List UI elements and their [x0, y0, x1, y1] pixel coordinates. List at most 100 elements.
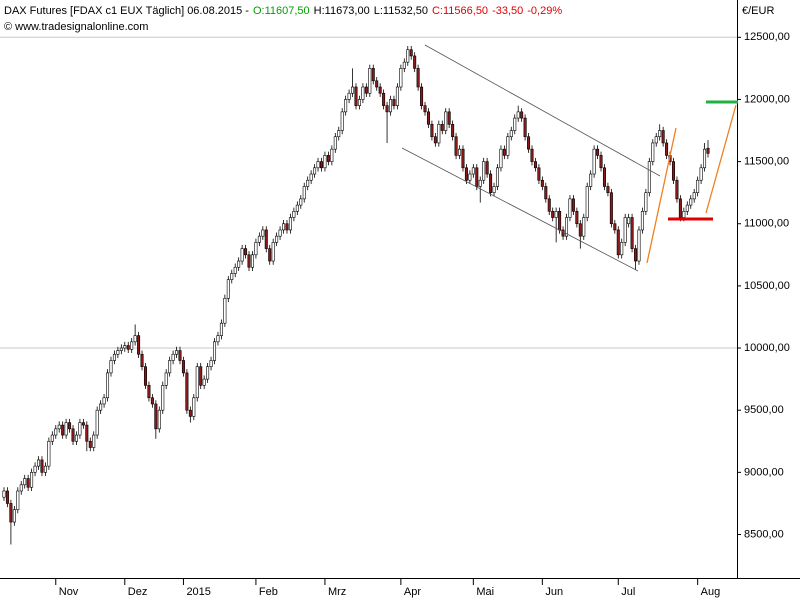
candle-body [106, 372, 110, 399]
candle-body [240, 248, 244, 262]
candle-body [509, 130, 513, 138]
candle-body [602, 167, 606, 187]
y-tick-label: 9500,00 [744, 404, 784, 416]
y-tick-label: 12500,00 [744, 31, 790, 43]
candle-body [426, 111, 430, 125]
channel-lower [401, 147, 639, 272]
candle-body [81, 422, 85, 426]
candle-body [337, 130, 341, 138]
candle-body [444, 111, 448, 131]
candle-body [30, 472, 34, 488]
candle-body [413, 55, 417, 69]
candle-body [54, 428, 58, 436]
candle-body [620, 242, 624, 256]
candle-body [171, 353, 175, 361]
candle-body [661, 130, 665, 144]
candle-body [237, 260, 241, 268]
candle-body [88, 440, 92, 448]
y-tick-label: 8500,00 [744, 528, 784, 540]
candle-body [368, 68, 372, 94]
candle-body [316, 161, 320, 169]
candle-body [382, 92, 386, 106]
candle-body [568, 198, 572, 218]
candle-body [385, 105, 389, 113]
candle-body [375, 80, 379, 88]
candle-body [140, 353, 144, 367]
candle-body [223, 298, 227, 324]
candle-body [647, 161, 651, 193]
y-tick-label: 10500,00 [744, 280, 790, 292]
candle-body [644, 192, 648, 212]
candle-body [482, 161, 486, 181]
source: © www.tradesignalonline.com [4, 21, 148, 33]
candle-body [164, 372, 168, 386]
candle-body [102, 397, 106, 405]
candle-body [347, 92, 351, 100]
candle-body [92, 434, 96, 448]
candle-body [206, 366, 210, 380]
y-tick-label: 12000,00 [744, 93, 790, 105]
candle-body [516, 111, 520, 119]
candle-body [302, 186, 306, 200]
candle-body [68, 422, 72, 430]
candle-body [696, 179, 700, 193]
candle-body [406, 49, 410, 63]
candle-body [609, 192, 613, 225]
candle-body [12, 509, 16, 523]
candle-body [143, 366, 147, 386]
trend-line [705, 104, 737, 214]
candle-body [599, 155, 603, 169]
x-tick-label: Jun [545, 586, 563, 598]
candle-body [634, 248, 638, 262]
candle-body [282, 223, 286, 231]
candle-body [527, 136, 531, 150]
candle-body [233, 266, 237, 274]
candle-body [513, 117, 517, 131]
candle-body [616, 229, 620, 256]
candle-body [161, 385, 165, 411]
candle-body [40, 459, 44, 473]
candle-body [112, 353, 116, 361]
candle-body [278, 229, 282, 237]
candle-body [188, 409, 192, 417]
candle-body [299, 198, 303, 206]
x-tick-label: Dez [128, 586, 148, 598]
candle-body [147, 385, 151, 399]
candle-body [192, 397, 196, 417]
candle-body [416, 68, 420, 88]
candle-body [226, 279, 230, 299]
candle-body [330, 148, 334, 162]
candle-body [627, 217, 631, 225]
candle-body [74, 434, 78, 442]
candle-body [475, 167, 479, 187]
candle-body [340, 111, 344, 131]
candle-body [554, 211, 558, 218]
candle-body [478, 179, 482, 187]
candle-body [271, 242, 275, 262]
candle-body [19, 484, 23, 492]
candle-body [244, 248, 248, 256]
candle-body [540, 179, 544, 187]
candle-body [409, 49, 413, 57]
chart-title: DAX Futures [FDAX c1 EUX Täglich] 06.08.… [4, 5, 249, 17]
candle-body [596, 148, 600, 156]
candle-body [651, 142, 655, 162]
candle-body [506, 136, 510, 156]
candle-body [703, 148, 707, 169]
candle-body [395, 86, 399, 106]
x-tick-label: Feb [259, 586, 278, 598]
candle-body [130, 341, 134, 350]
candle-body [2, 490, 6, 498]
candle-body [454, 136, 458, 156]
candle-body [471, 167, 475, 175]
candle-body [50, 434, 54, 442]
y-tick-label: 11500,00 [744, 155, 789, 167]
candle-body [565, 217, 569, 237]
candle-body [268, 248, 272, 262]
candle-body [26, 478, 30, 488]
candle-body [23, 478, 27, 486]
candle-body [437, 124, 441, 144]
trend-line [646, 127, 677, 264]
candle-body [216, 335, 220, 343]
candle-body [458, 148, 462, 156]
